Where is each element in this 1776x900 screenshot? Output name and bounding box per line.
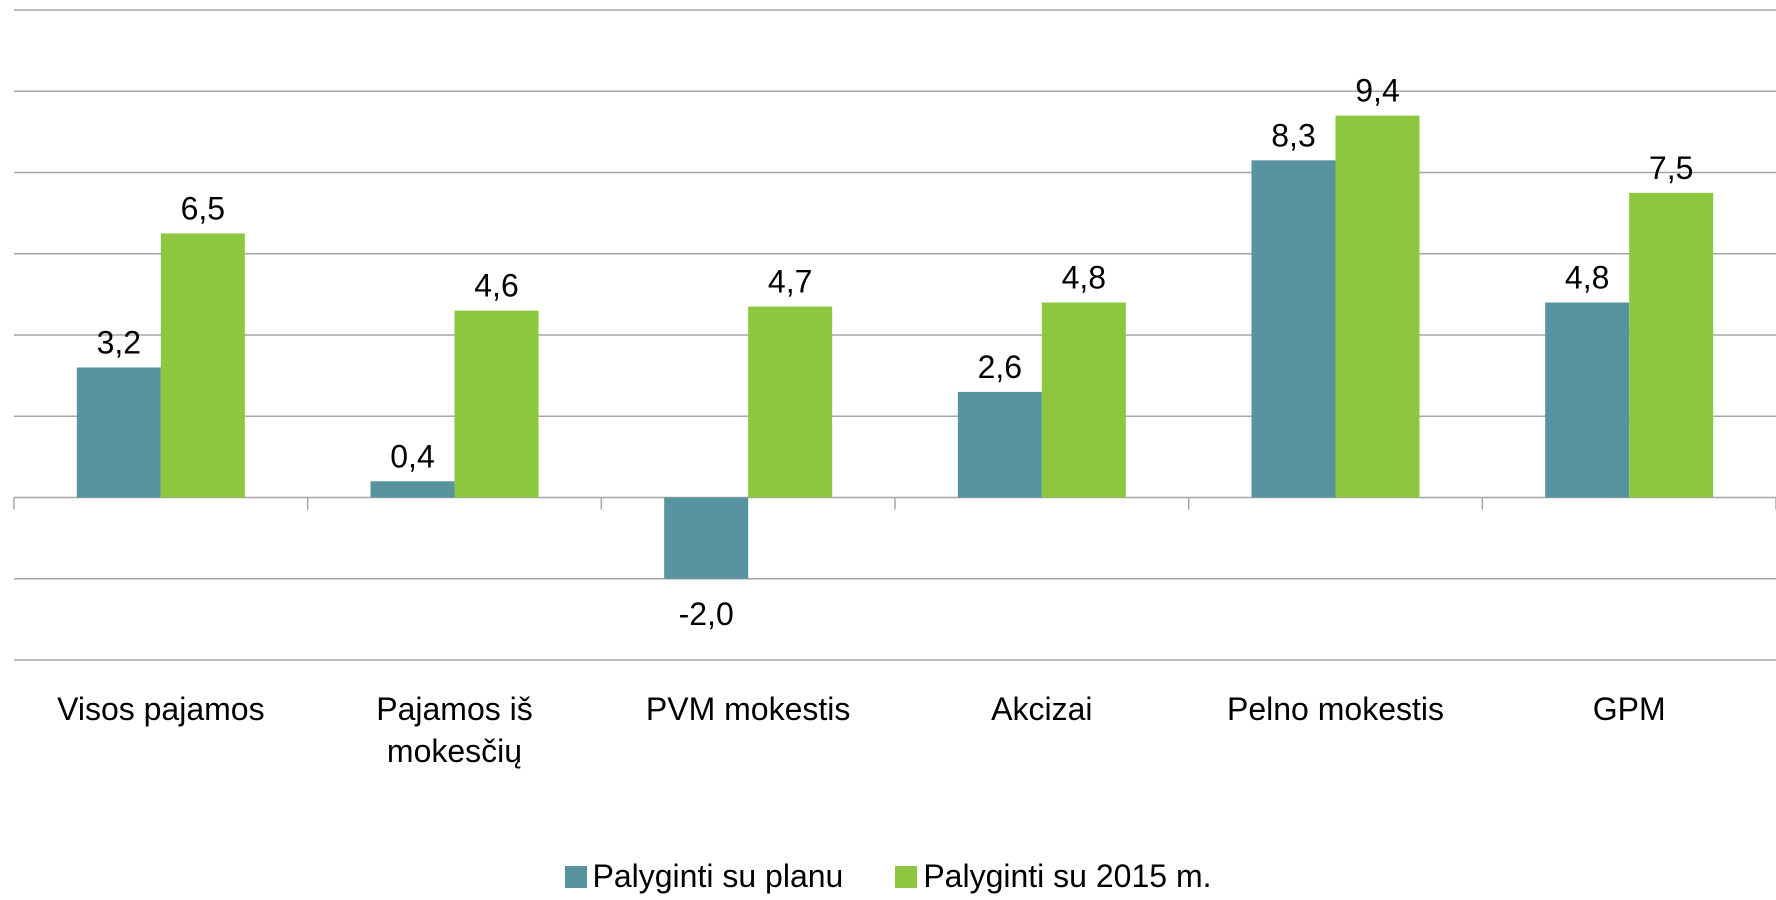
x-tick-label: PVM mokestis — [645, 691, 851, 727]
data-label: 4,8 — [1565, 260, 1609, 296]
data-label: 0,4 — [390, 438, 434, 474]
data-label: 8,3 — [1271, 117, 1315, 153]
legend-swatch — [564, 866, 587, 888]
bar — [370, 481, 455, 498]
bar — [957, 391, 1042, 498]
legend-item: Palyginti su 2015 m. — [895, 858, 1211, 895]
bar — [1041, 302, 1126, 498]
bar — [1545, 302, 1630, 498]
x-tick-label: GPM — [1592, 691, 1666, 727]
legend: Palyginti su planu Palyginti su 2015 m. — [0, 858, 1776, 895]
legend-item: Palyginti su planu — [564, 858, 844, 895]
x-tick-label: Visos pajamos — [57, 691, 265, 727]
bar — [748, 306, 833, 498]
data-label: 2,6 — [978, 349, 1022, 385]
legend-swatch — [895, 866, 918, 888]
legend-label: Palyginti su planu — [592, 858, 844, 894]
x-tick-label: Akcizai — [991, 691, 1093, 727]
legend-label: Palyginti su 2015 m. — [923, 858, 1212, 894]
bar — [160, 233, 245, 498]
data-label: 4,8 — [1062, 260, 1106, 296]
data-label: 9,4 — [1355, 73, 1399, 109]
bar — [664, 497, 749, 579]
data-label: -2,0 — [679, 596, 734, 632]
data-label: 4,7 — [768, 264, 812, 300]
bar — [454, 310, 539, 498]
data-label: 3,2 — [97, 325, 141, 361]
x-tick-label: Pajamos iš mokesčių — [376, 691, 533, 769]
bar — [1251, 160, 1336, 498]
bar — [76, 367, 161, 498]
data-label: 7,5 — [1649, 150, 1693, 186]
bar — [1335, 115, 1420, 498]
x-tick-label: Pelno mokestis — [1227, 691, 1444, 727]
data-label: 4,6 — [474, 268, 518, 304]
data-label: 6,5 — [181, 190, 225, 226]
bar — [1629, 192, 1714, 498]
